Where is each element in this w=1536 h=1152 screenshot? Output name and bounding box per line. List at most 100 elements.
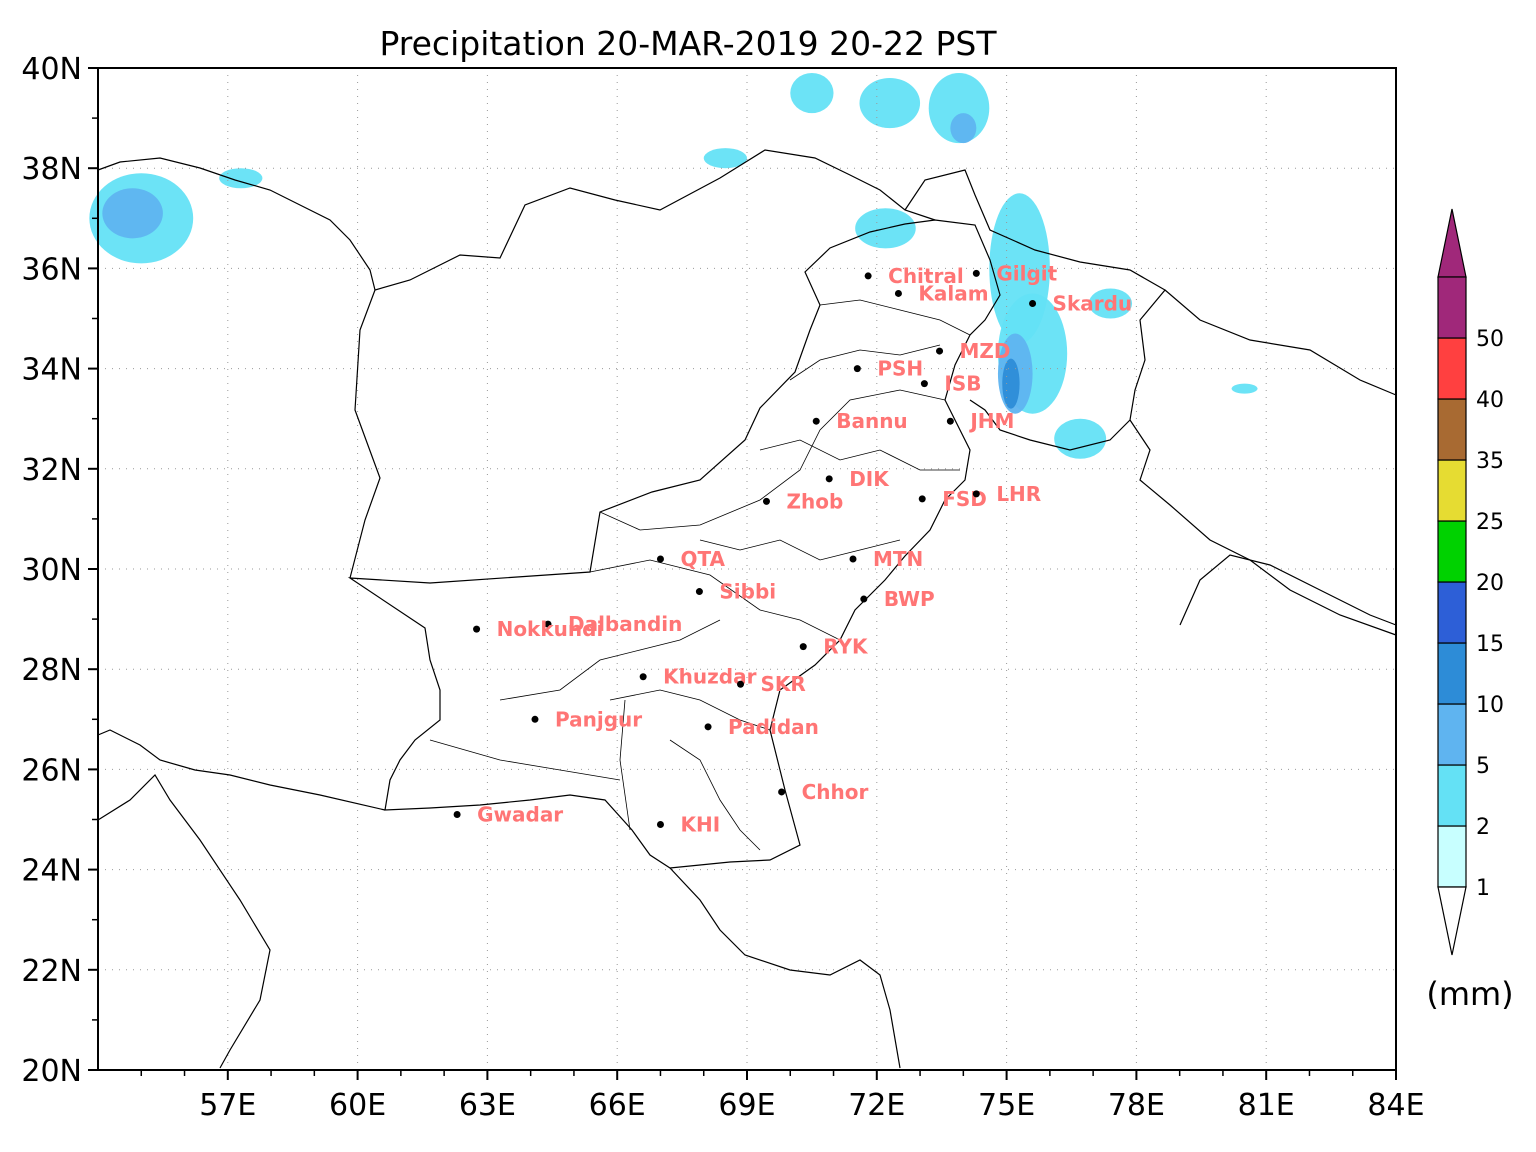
y-tick-label-30N: 30N — [21, 553, 82, 588]
precip-area-7 — [950, 113, 977, 144]
station-marker-bannu — [812, 417, 820, 425]
grid-lines — [98, 67, 1397, 1071]
station-label-skr: SKR — [761, 672, 806, 696]
colorbar-segment-10 — [1437, 642, 1467, 705]
station-marker-psh — [853, 365, 861, 373]
station-marker-gwadar — [453, 810, 461, 818]
colorbar-segment-15 — [1437, 581, 1467, 644]
colorbar-segment-1 — [1437, 825, 1467, 888]
precip-area-4 — [790, 73, 834, 114]
precip-area-1 — [102, 188, 163, 239]
station-label-bannu: Bannu — [836, 409, 907, 433]
colorbar-segment-50 — [1437, 276, 1467, 339]
unit-label: (mm) — [1426, 975, 1513, 1013]
station-label-dik: DIK — [849, 467, 890, 491]
province-line-8 — [789, 344, 941, 381]
station-marker-kalam — [894, 289, 902, 297]
colorbar-segment-25 — [1437, 459, 1467, 522]
station-label-skardu: Skardu — [1053, 291, 1133, 315]
y-tick-label-34N: 34N — [21, 353, 82, 388]
station-marker-panjgur — [531, 715, 539, 723]
station-marker-khuzdar — [639, 673, 647, 681]
y-tick-label-24N: 24N — [21, 854, 82, 889]
plot-frame — [97, 67, 1397, 1071]
y-tick-label-32N: 32N — [21, 453, 82, 488]
y-tick-label-20N: 20N — [21, 1054, 82, 1089]
station-marker-qta — [656, 555, 664, 563]
colorbar-label-25: 25 — [1476, 510, 1504, 535]
precipitation-layer — [89, 73, 1258, 459]
province-line-6 — [429, 739, 621, 781]
india-border — [1129, 419, 1397, 636]
station-label-isb: ISB — [944, 372, 981, 396]
station-marker-ryk — [799, 643, 807, 651]
x-tick-label-75E: 75E — [978, 1088, 1035, 1123]
map-title: Precipitation 20-MAR-2019 20-22 PST — [379, 24, 997, 63]
station-marker-skardu — [1029, 299, 1037, 307]
colorbar-segment-20 — [1437, 520, 1467, 583]
province-line-4 — [619, 699, 631, 831]
x-tick-label-81E: 81E — [1238, 1088, 1295, 1123]
station-label-chitral: Chitral — [888, 264, 964, 288]
station-label-mtn: MTN — [873, 547, 923, 571]
precip-area-5 — [859, 78, 921, 129]
station-label-sibbi: Sibbi — [719, 580, 776, 604]
station-label-jhm: JHM — [968, 409, 1014, 433]
colorbar-label-50: 50 — [1476, 327, 1504, 352]
y-tick-label-36N: 36N — [21, 252, 82, 287]
colorbar-label-15: 15 — [1476, 632, 1504, 657]
station-label-bwp: BWP — [884, 587, 935, 611]
station-marker-chitral — [864, 272, 872, 280]
x-tick-label-78E: 78E — [1108, 1088, 1165, 1123]
precip-area-14 — [1088, 288, 1133, 319]
colorbar-label-35: 35 — [1476, 449, 1504, 474]
station-marker-skr — [737, 680, 745, 688]
station-label-psh: PSH — [877, 357, 923, 381]
y-tick-label-28N: 28N — [21, 653, 82, 688]
station-marker-gilgit — [972, 269, 980, 277]
station-marker-isb — [920, 380, 928, 388]
stations: Chitral Gilgit Kalam Skardu MZD PSH ISB Bannu JH… — [453, 261, 1133, 837]
station-label-fsd: FSD — [942, 487, 987, 511]
province-line-5 — [499, 619, 721, 701]
province-line-2 — [599, 389, 946, 531]
station-marker-chhor — [778, 788, 786, 796]
precip-area-3 — [703, 148, 747, 169]
station-label-khi: KHI — [680, 813, 720, 837]
province-line-1 — [589, 559, 841, 641]
province-line-11 — [669, 739, 761, 851]
station-label-zhob: Zhob — [786, 489, 843, 513]
station-marker-padidan — [704, 723, 712, 731]
precip-area-15 — [1231, 383, 1258, 394]
iran-coast — [97, 729, 386, 811]
station-label-padidan: Padidan — [728, 715, 819, 739]
precip-area-12 — [1002, 358, 1020, 409]
afghanistan-border — [349, 149, 936, 579]
province-line-3 — [609, 689, 771, 731]
station-label-gilgit: Gilgit — [996, 261, 1057, 285]
colorbar-top-arrow — [1437, 208, 1467, 278]
station-label-ryk: RYK — [823, 635, 869, 659]
station-label-chhor: Chhor — [802, 780, 869, 804]
colorbar-label-20: 20 — [1476, 571, 1504, 596]
y-tick-label-38N: 38N — [21, 152, 82, 187]
pakistan-border — [347, 219, 1001, 869]
colorbar-label-40: 40 — [1476, 388, 1504, 413]
colorbar-label-10: 10 — [1476, 693, 1504, 718]
precip-area-2 — [219, 168, 263, 189]
country-boundaries — [97, 149, 1397, 1069]
station-marker-dik — [825, 475, 833, 483]
station-marker-zhob — [762, 497, 770, 505]
india-coast — [669, 867, 901, 1069]
province-line-10 — [699, 539, 901, 561]
station-marker-jhm — [946, 417, 954, 425]
x-tick-label-84E: 84E — [1367, 1088, 1424, 1123]
station-label-gwadar: Gwadar — [477, 802, 563, 826]
station-marker-mzd — [936, 347, 944, 355]
station-marker-fsd — [918, 495, 926, 503]
x-tick-label-66E: 66E — [589, 1088, 646, 1123]
oman-coast — [97, 774, 271, 1069]
northern-border — [904, 169, 1166, 451]
